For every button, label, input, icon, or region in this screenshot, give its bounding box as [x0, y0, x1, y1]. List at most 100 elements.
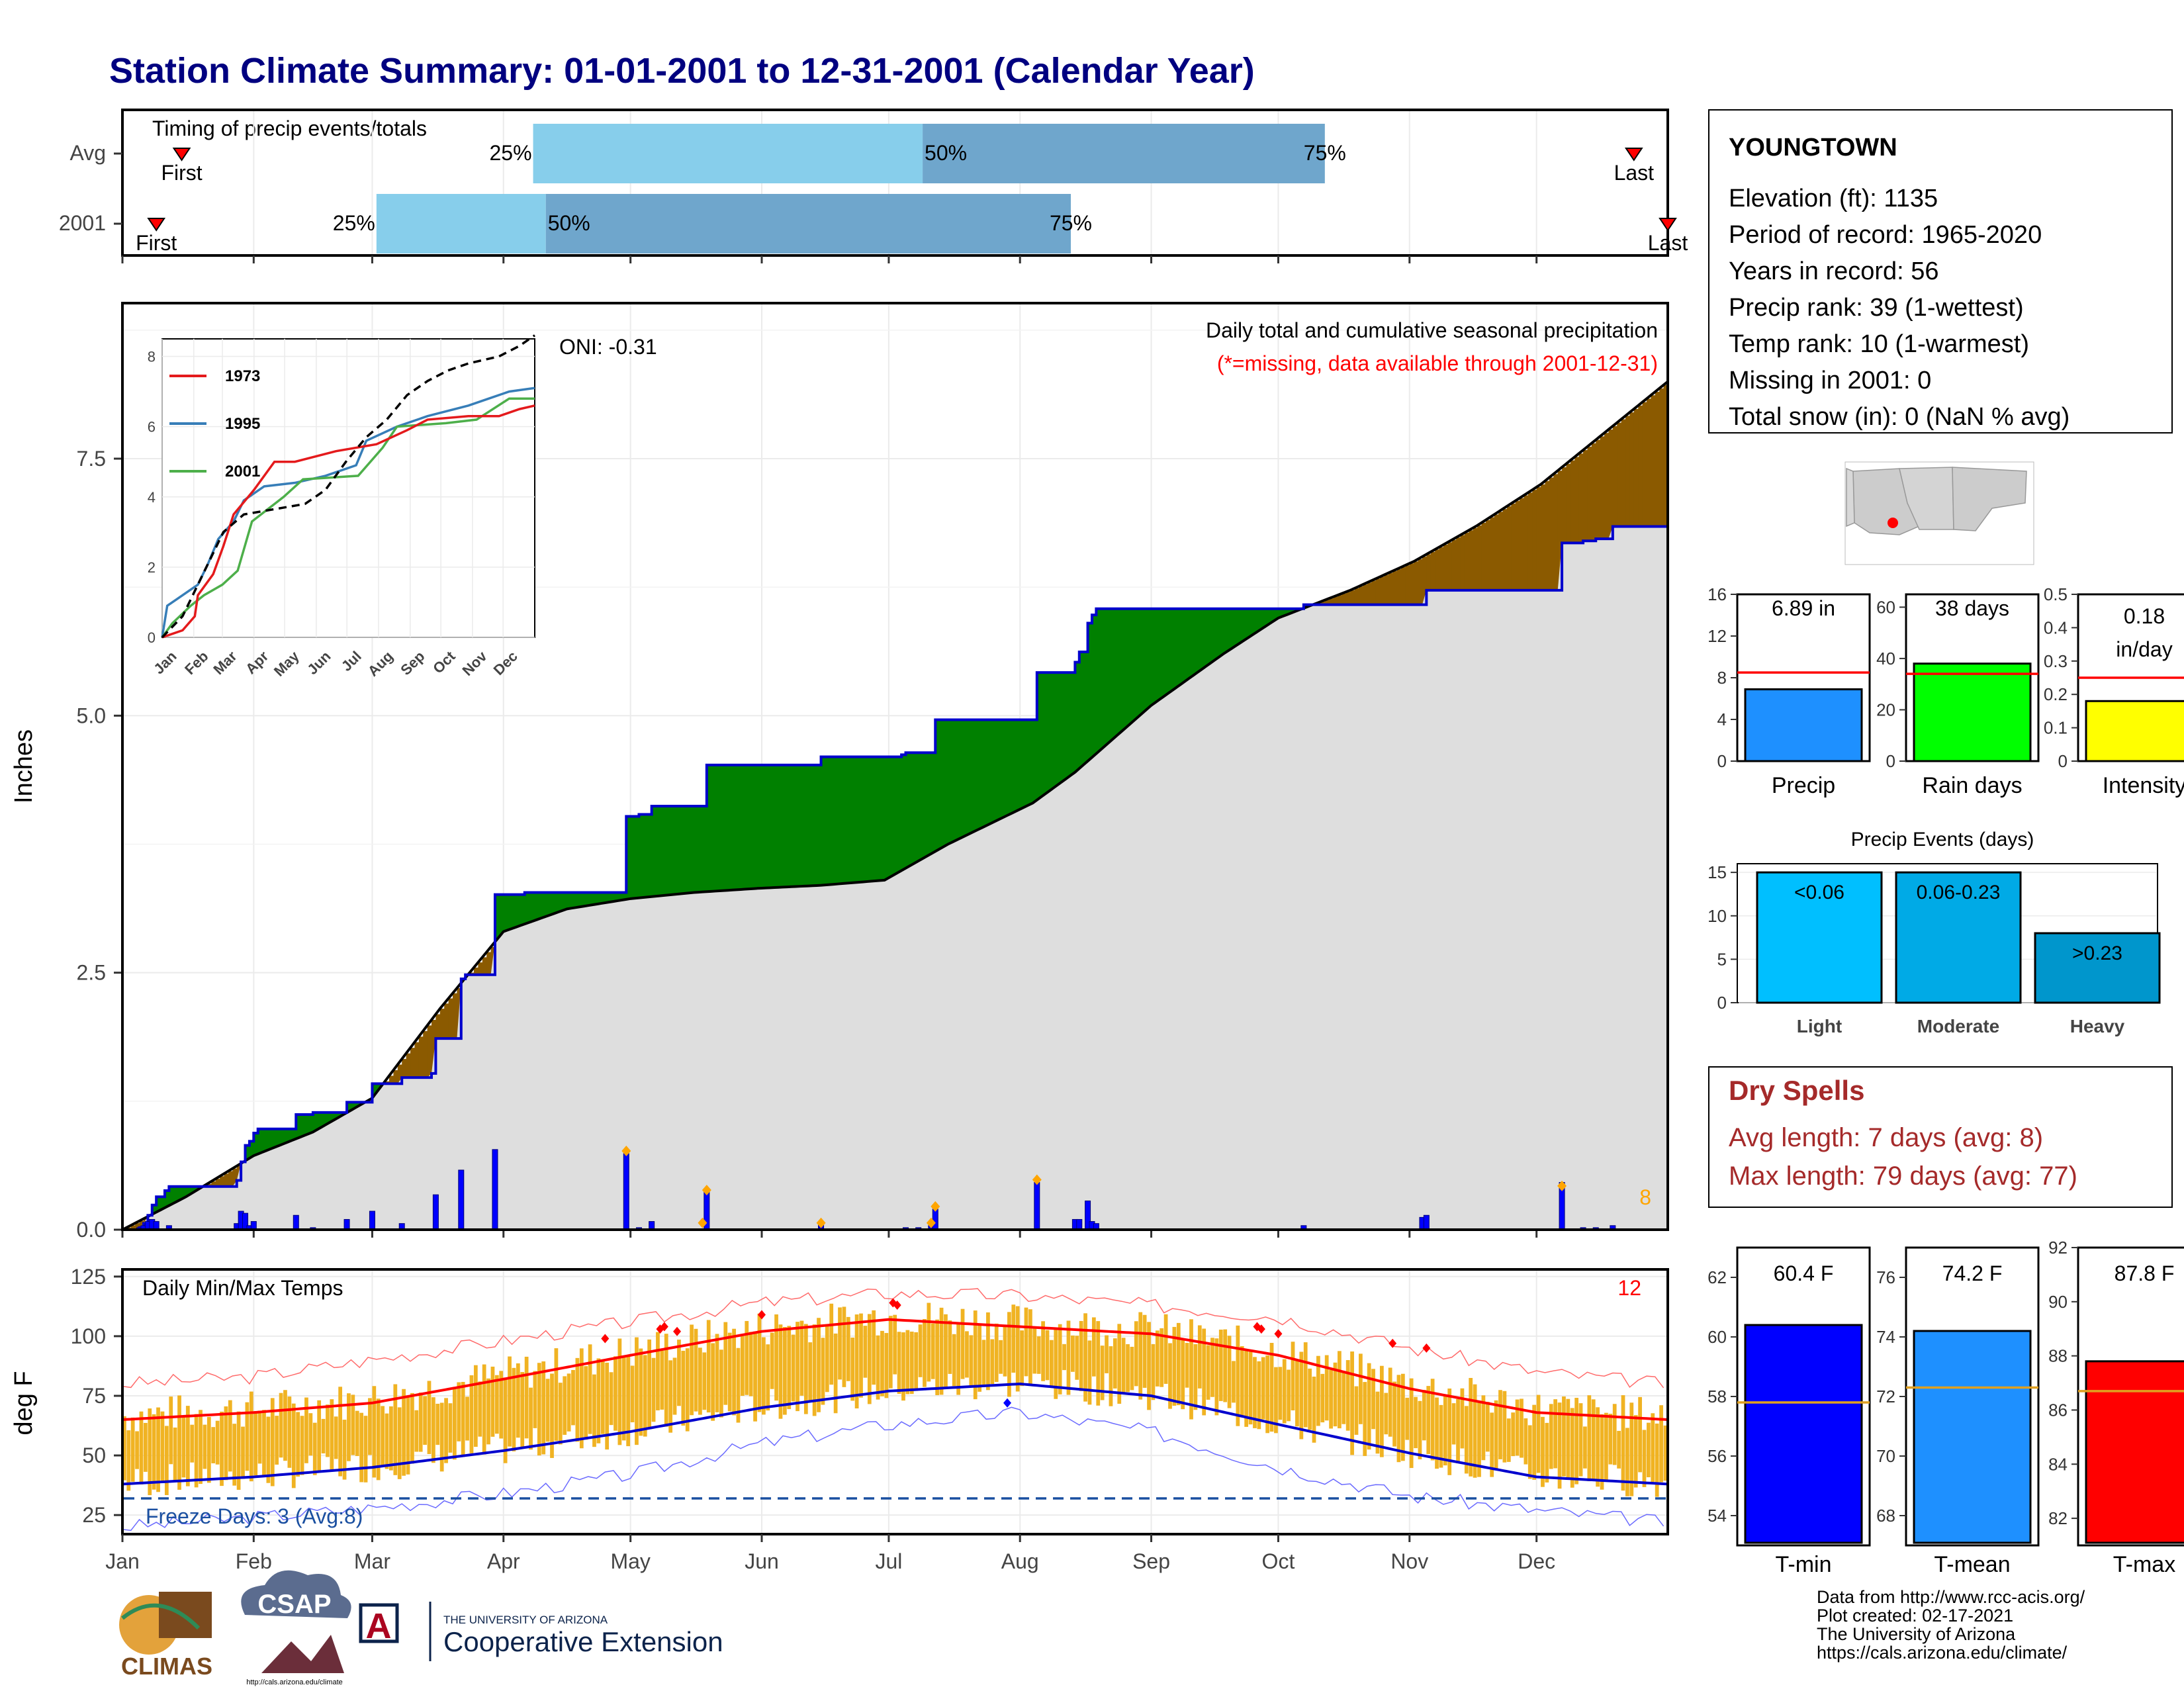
temp-title: Daily Min/Max Temps — [142, 1276, 343, 1300]
below-average-slice — [453, 993, 457, 1038]
csap-mountain-icon — [261, 1635, 344, 1673]
dry-spells-max: Max length: 79 days (avg: 77) — [1729, 1162, 2077, 1191]
daily-temp-range-bar — [1397, 1375, 1401, 1462]
above-average-slice — [668, 806, 673, 895]
daily-temp-range-bar — [1532, 1405, 1536, 1480]
daily-temp-range-bar — [719, 1349, 723, 1417]
below-average-slice — [1643, 402, 1647, 527]
above-average-slice — [1223, 609, 1228, 654]
daily-temp-range-bar — [1643, 1430, 1647, 1486]
daily-temp-range-bar — [1210, 1338, 1214, 1396]
daily-temp-range-bar — [267, 1417, 271, 1483]
below-average-slice — [1435, 549, 1439, 590]
daily-precip-bar — [1034, 1183, 1040, 1230]
above-average-slice — [982, 720, 987, 828]
above-average-slice — [1173, 609, 1177, 690]
daily-temp-range-bar — [1067, 1320, 1071, 1394]
summary-unit: in/day — [2116, 637, 2172, 661]
daily-temp-range-bar — [1016, 1306, 1020, 1392]
above-average-slice — [762, 765, 766, 888]
daily-temp-range-bar — [258, 1410, 262, 1463]
above-average-slice — [1016, 720, 1021, 811]
above-average-slice — [834, 756, 839, 884]
daily-temp-range-bar — [690, 1324, 694, 1415]
daily-temp-range-bar — [453, 1387, 457, 1459]
inset-y-tick-label: 6 — [148, 419, 156, 435]
daily-temp-range-bar — [228, 1400, 232, 1472]
daily-temp-range-bar — [1587, 1395, 1591, 1481]
above-average-slice — [787, 765, 792, 887]
daily-temp-range-bar — [576, 1358, 580, 1441]
daily-temp-range-bar — [355, 1411, 359, 1456]
daily-temp-range-bar — [516, 1363, 520, 1438]
daily-temp-range-bar — [1287, 1370, 1291, 1422]
daily-temp-range-bar — [182, 1416, 186, 1477]
below-average-slice — [1363, 584, 1367, 604]
daily-precip-bar — [623, 1154, 629, 1230]
daily-temp-range-bar — [1405, 1398, 1409, 1440]
below-average-slice — [1629, 412, 1634, 526]
above-average-slice — [652, 806, 657, 897]
below-average-slice — [1634, 409, 1639, 527]
daily-temp-range-bar — [905, 1330, 909, 1394]
daily-temp-range-bar — [1032, 1328, 1036, 1373]
above-average-slice — [1219, 609, 1224, 657]
above-average-slice — [1117, 609, 1122, 735]
precip-missing-note: (*=missing, data available through 2001-… — [1217, 351, 1658, 375]
above-average-slice — [1130, 609, 1135, 724]
daily-temp-range-bar — [1011, 1304, 1015, 1373]
daily-temp-range-bar — [1498, 1390, 1502, 1459]
below-average-slice — [1587, 447, 1592, 541]
below-average-slice — [402, 1059, 406, 1077]
daily-temp-range-bar — [1278, 1367, 1282, 1420]
daily-temp-range-bar — [1240, 1346, 1244, 1416]
above-average-slice — [855, 756, 860, 882]
daily-temp-range-bar — [808, 1342, 812, 1400]
above-average-slice — [567, 893, 572, 909]
ua-small-text: THE UNIVERSITY OF ARIZONA — [443, 1614, 608, 1626]
above-average-slice — [880, 756, 885, 880]
summary-y-tick-label: 0 — [1717, 751, 1727, 771]
below-average-slice — [1469, 530, 1473, 590]
daily-temp-range-bar — [482, 1365, 486, 1455]
daily-temp-range-bar — [1604, 1413, 1608, 1482]
footer: CLIMAS CSAP http://cals.arizona.edu/clim… — [119, 1571, 2085, 1686]
temp-y-tick-label: 25 — [82, 1503, 106, 1527]
daily-temp-range-bar — [792, 1335, 796, 1402]
station-detail-line: Elevation (ft): 1135 — [1729, 185, 1938, 212]
above-average-slice — [948, 720, 952, 845]
daily-precip-bar — [369, 1211, 375, 1230]
above-average-slice — [516, 895, 521, 927]
below-average-slice — [1524, 495, 1528, 590]
temp-summary-y-tick-label: 90 — [2048, 1292, 2068, 1312]
daily-temp-range-bar — [1320, 1374, 1324, 1422]
above-average-slice — [842, 756, 847, 884]
above-average-slice — [872, 756, 876, 881]
above-average-slice — [944, 720, 948, 847]
daily-temp-range-bar — [1600, 1414, 1604, 1490]
daily-temp-range-bar — [1520, 1398, 1524, 1457]
daily-temp-range-bar — [1334, 1363, 1338, 1426]
precip-y-label: Inches — [10, 729, 38, 803]
daily-temp-range-bar — [1244, 1350, 1248, 1427]
daily-temp-range-bar — [1083, 1313, 1087, 1401]
daily-temp-range-bar — [338, 1387, 342, 1476]
station-detail-line: Precip rank: 39 (1-wettest) — [1729, 294, 2024, 322]
daily-temp-range-bar — [1024, 1308, 1028, 1377]
above-average-slice — [529, 893, 533, 923]
daily-temp-range-bar — [940, 1308, 944, 1395]
above-average-slice — [817, 765, 821, 886]
temp-y-label: deg F — [10, 1371, 38, 1435]
below-average-slice — [1414, 561, 1418, 604]
daily-temp-range-bar — [389, 1406, 393, 1471]
daily-temp-range-bar — [435, 1404, 439, 1445]
below-average-slice — [1621, 419, 1626, 526]
above-average-slice — [694, 806, 699, 892]
daily-temp-range-bar — [1283, 1359, 1287, 1424]
daily-temp-range-bar — [1596, 1407, 1600, 1486]
above-average-slice — [749, 765, 754, 889]
daily-temp-range-bar — [842, 1306, 846, 1387]
footer-credit-line: The University of Arizona — [1817, 1624, 2016, 1644]
daily-temp-range-bar — [885, 1333, 889, 1398]
